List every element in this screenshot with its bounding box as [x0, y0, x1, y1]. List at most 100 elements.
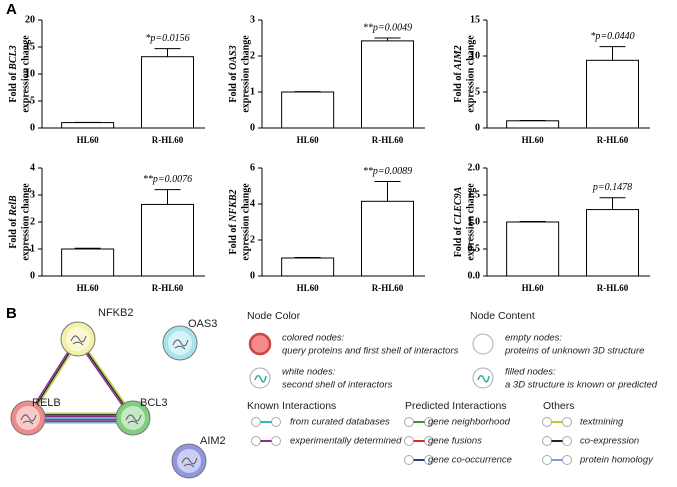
legend-item-text: from curated databases — [290, 417, 390, 428]
node-structure-icon — [172, 339, 189, 350]
x-tick-label: HL60 — [77, 135, 100, 145]
annotation: **p=0.0076 — [143, 174, 192, 185]
y-tick-label: 0.5 — [468, 243, 481, 254]
y-tick-label: 4 — [250, 198, 255, 209]
y-axis-label: Fold of NFKB2 — [228, 189, 239, 254]
y-axis-label: expression change — [465, 183, 476, 261]
legend-item-text: textmining — [580, 417, 624, 428]
y-tick-label: 2 — [30, 216, 35, 227]
y-tick-label: 2 — [250, 50, 255, 61]
y-axis-label: Fold of RelB — [8, 195, 19, 249]
y-axis-label: Fold of AIM2 — [453, 45, 464, 102]
y-tick-label: 15 — [470, 14, 480, 25]
x-tick-label: R-HL60 — [152, 283, 184, 293]
y-tick-label: 4 — [30, 162, 35, 173]
bar — [506, 221, 560, 277]
y-label-gene: BCL3 — [8, 45, 19, 70]
y-tick-label: 0 — [30, 122, 35, 133]
y-axis-label: expression change — [20, 35, 31, 113]
legend-item-text: second shell of interactors — [282, 380, 393, 391]
bar — [141, 56, 195, 129]
legend-node-icon — [472, 333, 494, 355]
y-label-gene: CLEC9A — [453, 186, 464, 224]
node-structure-icon — [125, 414, 142, 425]
legend-edge-end — [404, 455, 414, 465]
legend-node-structure — [477, 375, 490, 383]
bar — [281, 91, 335, 129]
legend-item-text: query proteins and first shell of intera… — [282, 346, 459, 357]
node-label: RELB — [32, 397, 61, 409]
panel-label: A — [6, 1, 17, 18]
legend-item-title: empty nodes: — [505, 333, 562, 344]
x-tick-label: R-HL60 — [372, 135, 404, 145]
node-structure-icon — [20, 414, 37, 425]
bar — [586, 59, 640, 129]
y-axis-label: Fold of OAS3 — [228, 45, 239, 102]
y-label-prefix: Fold of — [453, 226, 464, 257]
y-tick-label: 15 — [25, 41, 35, 52]
y-label-gene: AIM2 — [453, 45, 464, 70]
y-tick-label: 1 — [30, 243, 35, 254]
y-label-prefix: Fold of — [228, 224, 239, 255]
y-tick-label: 1.0 — [468, 216, 481, 227]
y-tick-label: 0 — [250, 122, 255, 133]
annotation: *p=0.0440 — [590, 31, 634, 42]
legend-item-title: white nodes: — [282, 367, 336, 378]
annotation: p=0.1478 — [592, 182, 632, 193]
legend-edge-end — [404, 417, 414, 427]
bar — [61, 122, 115, 129]
y-label-prefix: Fold of — [8, 218, 19, 249]
legend-item-title: filled nodes: — [505, 367, 556, 378]
legend-edge-end — [562, 417, 572, 427]
y-tick-label: 1 — [250, 86, 255, 97]
y-tick-label: 0 — [475, 122, 480, 133]
panel-label: B — [6, 305, 17, 322]
legend-edge-end — [404, 436, 414, 446]
legend-item-text: gene neighborhood — [428, 417, 511, 428]
legend-title: Node Content — [470, 310, 535, 322]
bar — [361, 40, 415, 129]
y-axis-label: expression change — [240, 35, 251, 113]
x-tick-label: HL60 — [297, 283, 320, 293]
legend-node-structure — [254, 375, 267, 383]
legend-title: Predicted Interactions — [405, 400, 507, 412]
node-label: NFKB2 — [98, 307, 133, 319]
y-tick-label: 2 — [250, 234, 255, 245]
legend-title: Node Color — [247, 310, 301, 322]
x-tick-label: HL60 — [77, 283, 100, 293]
x-tick-label: HL60 — [522, 135, 545, 145]
annotation: *p=0.0156 — [145, 33, 189, 44]
node-structure — [121, 406, 145, 430]
legend-item-text: gene fusions — [428, 436, 482, 447]
x-tick-label: R-HL60 — [597, 283, 629, 293]
y-axis-label: expression change — [20, 183, 31, 261]
node-structure-icon — [70, 335, 87, 346]
node-structure-icon — [181, 457, 198, 468]
bar — [141, 203, 195, 277]
bar — [361, 200, 415, 277]
node-structure — [16, 406, 40, 430]
legend-edge-end — [562, 455, 572, 465]
y-tick-label: 20 — [25, 14, 35, 25]
y-label-gene: OAS3 — [228, 45, 239, 69]
legend-item-text: a 3D structure is known or predicted — [505, 380, 658, 391]
y-tick-label: 0 — [30, 270, 35, 281]
bar — [281, 257, 335, 277]
y-axis-label: Fold of CLEC9A — [453, 186, 464, 257]
x-tick-label: HL60 — [522, 283, 545, 293]
legend-item-text: gene co-occurrence — [428, 455, 512, 466]
node-structure — [168, 331, 192, 355]
y-tick-label: 2.0 — [468, 162, 481, 173]
legend-edge-end — [271, 417, 281, 427]
y-label-prefix: Fold of — [453, 72, 464, 103]
legend-item-text: co-expression — [580, 436, 639, 447]
legend-node-icon — [248, 332, 272, 356]
x-tick-label: R-HL60 — [372, 283, 404, 293]
x-tick-label: R-HL60 — [597, 135, 629, 145]
y-tick-label: 10 — [470, 50, 480, 61]
y-label-prefix: Fold of — [228, 72, 239, 103]
y-tick-label: 0.0 — [468, 270, 481, 281]
legend-title: Others — [543, 400, 575, 412]
y-axis-label: expression change — [240, 183, 251, 261]
